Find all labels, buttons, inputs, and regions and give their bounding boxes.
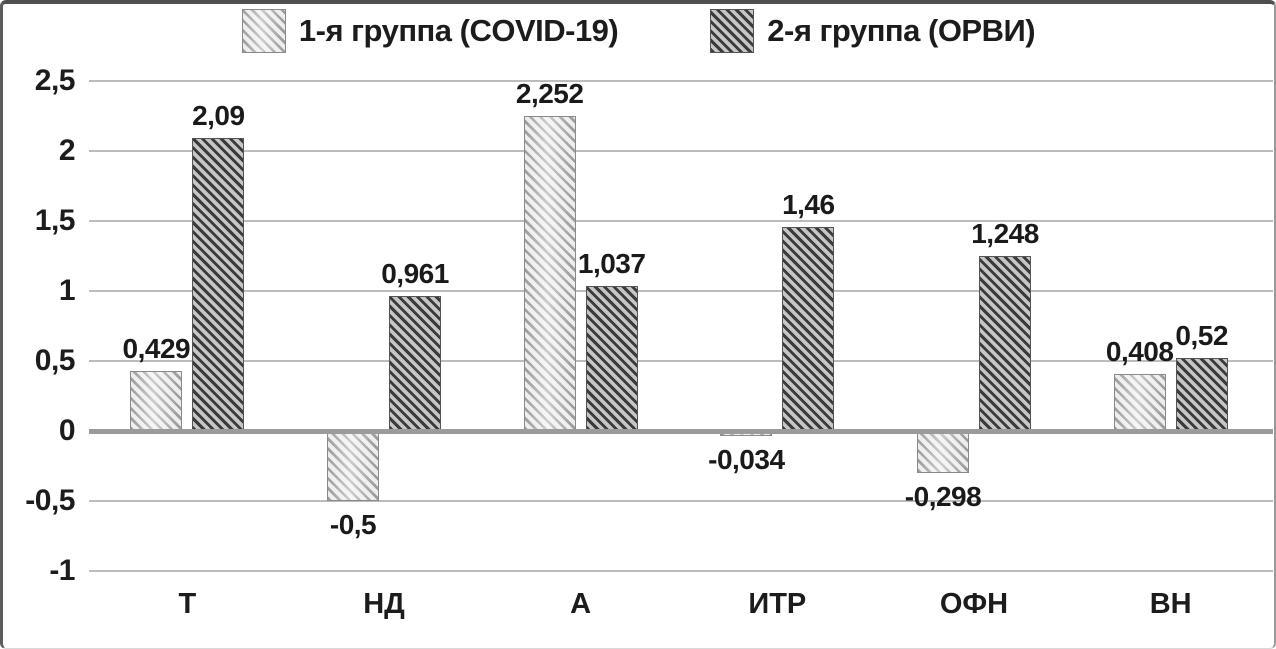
y-tick-label-6: -0,5 [25,484,75,517]
y-tick-label-1: 2 [58,134,76,167]
series1-bar-0 [130,370,183,431]
gridline-0 [89,80,1273,82]
series2-bar-2 [585,285,638,431]
plot-area: 2,5 2 1,5 1 0,5 0 -0,5 -1 0,429 -0,5 2,252 -0,034 -0… [3,4,1274,648]
x-tick-label-3: ИТР [748,588,807,620]
legend: 1-я группа (COVID-19) 2-я группа (ОРВИ) [3,9,1274,53]
x-tick-label-5: ВН [1149,588,1192,620]
legend-label-2: 2-я группа (ОРВИ) [767,13,1036,48]
series2-bar-3 [782,226,835,431]
x-tick-label-4: ОФН [939,588,1009,620]
series1-value-label-0: 0,429 [122,332,191,364]
series1-value-label-4: -0,298 [904,480,982,512]
zero-baseline [89,428,1273,434]
series2-value-label-3: 1,46 [782,188,835,220]
series2-bar-1 [389,296,441,431]
series1-value-label-5: 0,408 [1105,335,1174,367]
gridline-2 [89,220,1273,222]
series2-value-label-0: 2,09 [192,100,245,132]
series1-value-label-1: -0,5 [329,509,377,540]
legend-swatch-1-icon [241,9,286,53]
series1-bar-5 [1113,373,1166,431]
y-tick-label-5: 0 [58,414,76,447]
x-tick-label-0: Т [178,588,197,620]
series1-bar-4 [917,431,969,473]
gridline-6 [89,500,1273,502]
y-tick-label-7: -1 [49,554,75,587]
x-tick-label-1: НД [363,588,405,620]
x-tick-label-2: А [570,588,592,620]
gridline-7 [89,570,1273,572]
series2-value-label-1: 0,961 [381,258,449,290]
series2-value-label-5: 0,52 [1175,320,1228,352]
gridline-1 [89,150,1273,152]
y-tick-label-4: 0,5 [34,344,76,377]
series2-bar-4 [979,256,1031,431]
series2-value-label-4: 1,248 [971,218,1039,250]
legend-item-2: 2-я группа (ОРВИ) [710,9,1036,53]
series2-bar-0 [192,138,245,431]
legend-label-1: 1-я группа (COVID-19) [298,13,619,48]
legend-swatch-2-icon [710,9,755,53]
series2-value-label-2: 1,037 [577,247,646,279]
y-tick-label-0: 2,5 [34,64,76,97]
series1-value-label-3: -0,034 [708,443,785,475]
series1-bar-2 [523,115,576,431]
gridline-3 [89,290,1273,292]
series1-bar-1 [327,431,379,501]
series1-value-label-2: 2,252 [515,77,584,109]
gridline-4 [89,360,1273,362]
series2-bar-5 [1175,358,1228,431]
legend-item-1: 1-я группа (COVID-19) [241,9,619,53]
y-tick-label-3: 1 [58,274,76,307]
y-tick-label-2: 1,5 [34,204,76,237]
